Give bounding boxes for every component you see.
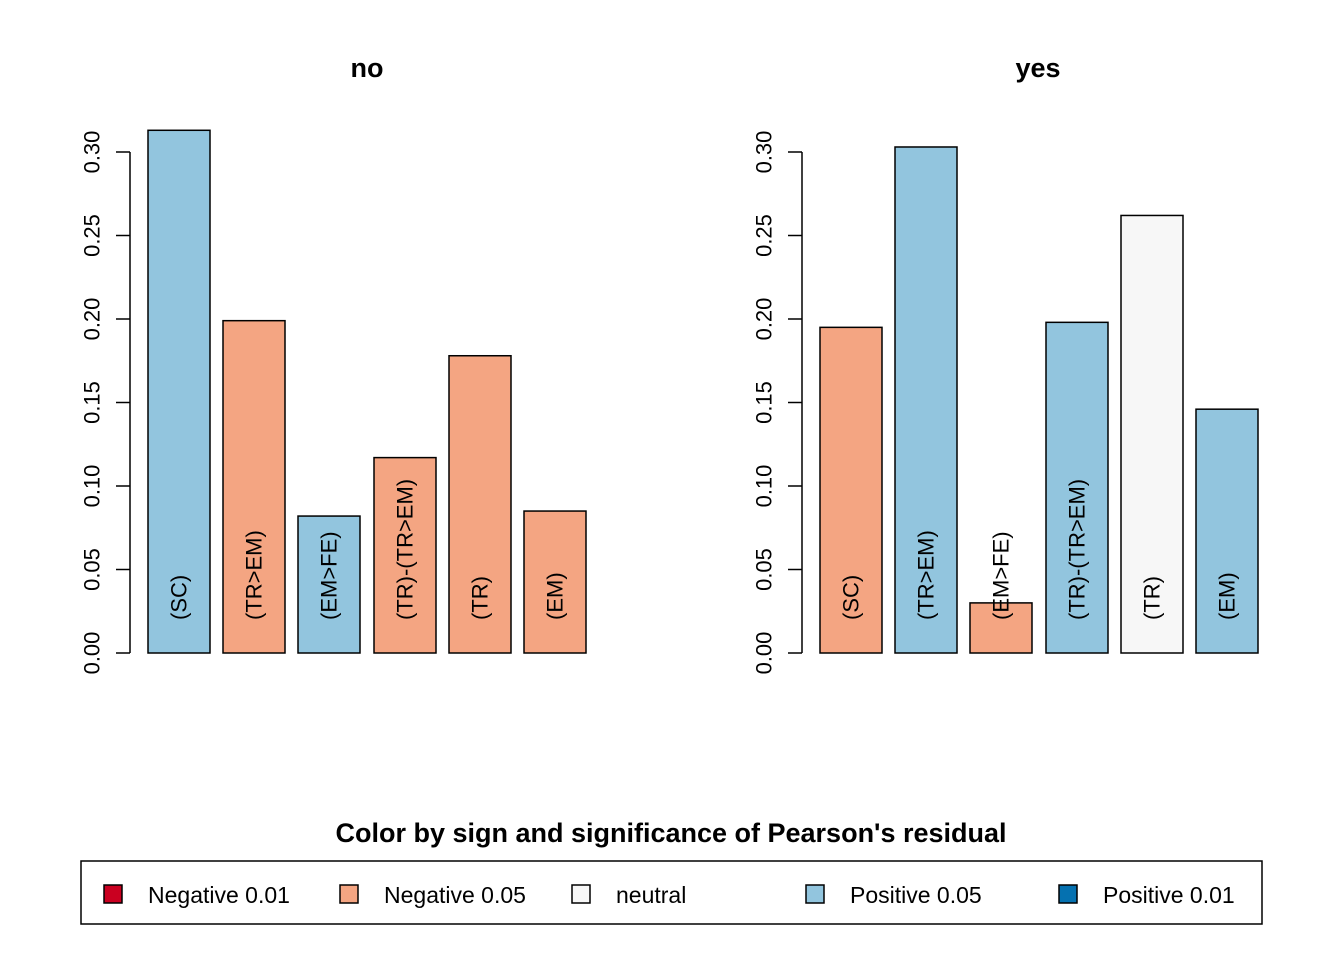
y-tick-label: 0.20 <box>752 298 777 341</box>
legend-label: Negative 0.05 <box>384 882 526 908</box>
y-tick-label: 0.05 <box>752 548 777 591</box>
legend-entry: Positive 0.01 <box>1058 882 1235 908</box>
y-tick-label: 0.30 <box>80 131 105 174</box>
bar <box>1195 408 1259 654</box>
legend-swatch <box>339 884 359 904</box>
legend-label: Negative 0.01 <box>148 882 290 908</box>
legend-swatch <box>571 884 591 904</box>
legend-swatch <box>805 884 825 904</box>
y-tick-label: 0.05 <box>80 548 105 591</box>
y-tick-label: 0.10 <box>80 465 105 508</box>
legend-swatch <box>103 884 123 904</box>
y-tick-label: 0.30 <box>752 131 777 174</box>
bar-category-label: (TR) <box>1140 576 1165 620</box>
legend: Color by sign and significance of Pearso… <box>80 818 1263 925</box>
bar-category-label: (TR>EM) <box>242 530 267 620</box>
legend-label: neutral <box>616 882 686 908</box>
y-tick-label: 0.25 <box>80 214 105 257</box>
bar-category-label: (TR) <box>468 576 493 620</box>
y-tick-label: 0.00 <box>752 632 777 675</box>
chart-panels: no 0.00 0.05 0.10 0.15 0.20 0.25 0.30 (SC) (TR>EM… <box>80 53 1259 674</box>
panel-yes: yes 0.00 0.05 0.10 0.15 0.20 0.25 0.30 (SC) (TR>E… <box>752 53 1259 674</box>
y-tick-label: 0.20 <box>80 298 105 341</box>
y-tick-label: 0.25 <box>752 214 777 257</box>
legend-swatch <box>1058 884 1078 904</box>
panel-title: no <box>351 53 384 83</box>
bar <box>1045 321 1109 654</box>
panel-title: yes <box>1015 53 1060 83</box>
bar <box>297 515 361 654</box>
legend-label: Positive 0.01 <box>1103 882 1235 908</box>
y-tick-label: 0.00 <box>80 632 105 675</box>
bar <box>222 319 286 654</box>
bar <box>448 354 512 654</box>
bar <box>1120 214 1184 654</box>
bar <box>969 602 1033 654</box>
bar-category-label: (SC) <box>167 575 192 620</box>
bar-category-label: (SC) <box>839 575 864 620</box>
legend-entry: neutral <box>571 882 686 908</box>
legend-entry: Positive 0.05 <box>805 882 982 908</box>
legend-title: Color by sign and significance of Pearso… <box>335 818 1006 848</box>
bar-category-label: (EM) <box>1215 572 1240 620</box>
bar <box>894 146 958 654</box>
legend-label: Positive 0.05 <box>850 882 982 908</box>
bar-category-label: (TR)-(TR>EM) <box>393 479 418 620</box>
bar <box>819 326 883 654</box>
y-tick-label: 0.15 <box>752 381 777 424</box>
bar-category-label: (TR>EM) <box>914 530 939 620</box>
bar <box>147 129 211 654</box>
bar-category-label: (EM>FE) <box>989 531 1014 620</box>
legend-entry: Negative 0.05 <box>339 882 526 908</box>
y-tick-label: 0.15 <box>80 381 105 424</box>
bar <box>523 510 587 654</box>
bar-category-label: (TR)-(TR>EM) <box>1065 479 1090 620</box>
legend-entries: Negative 0.01 Negative 0.05 neutral Positiv… <box>103 882 1235 908</box>
y-tick-label: 0.10 <box>752 465 777 508</box>
bar <box>373 456 437 654</box>
panel-no: no 0.00 0.05 0.10 0.15 0.20 0.25 0.30 (SC) (TR>EM… <box>80 53 587 674</box>
bar-category-label: (EM) <box>543 572 568 620</box>
legend-entry: Negative 0.01 <box>103 882 290 908</box>
bar-category-label: (EM>FE) <box>317 531 342 620</box>
